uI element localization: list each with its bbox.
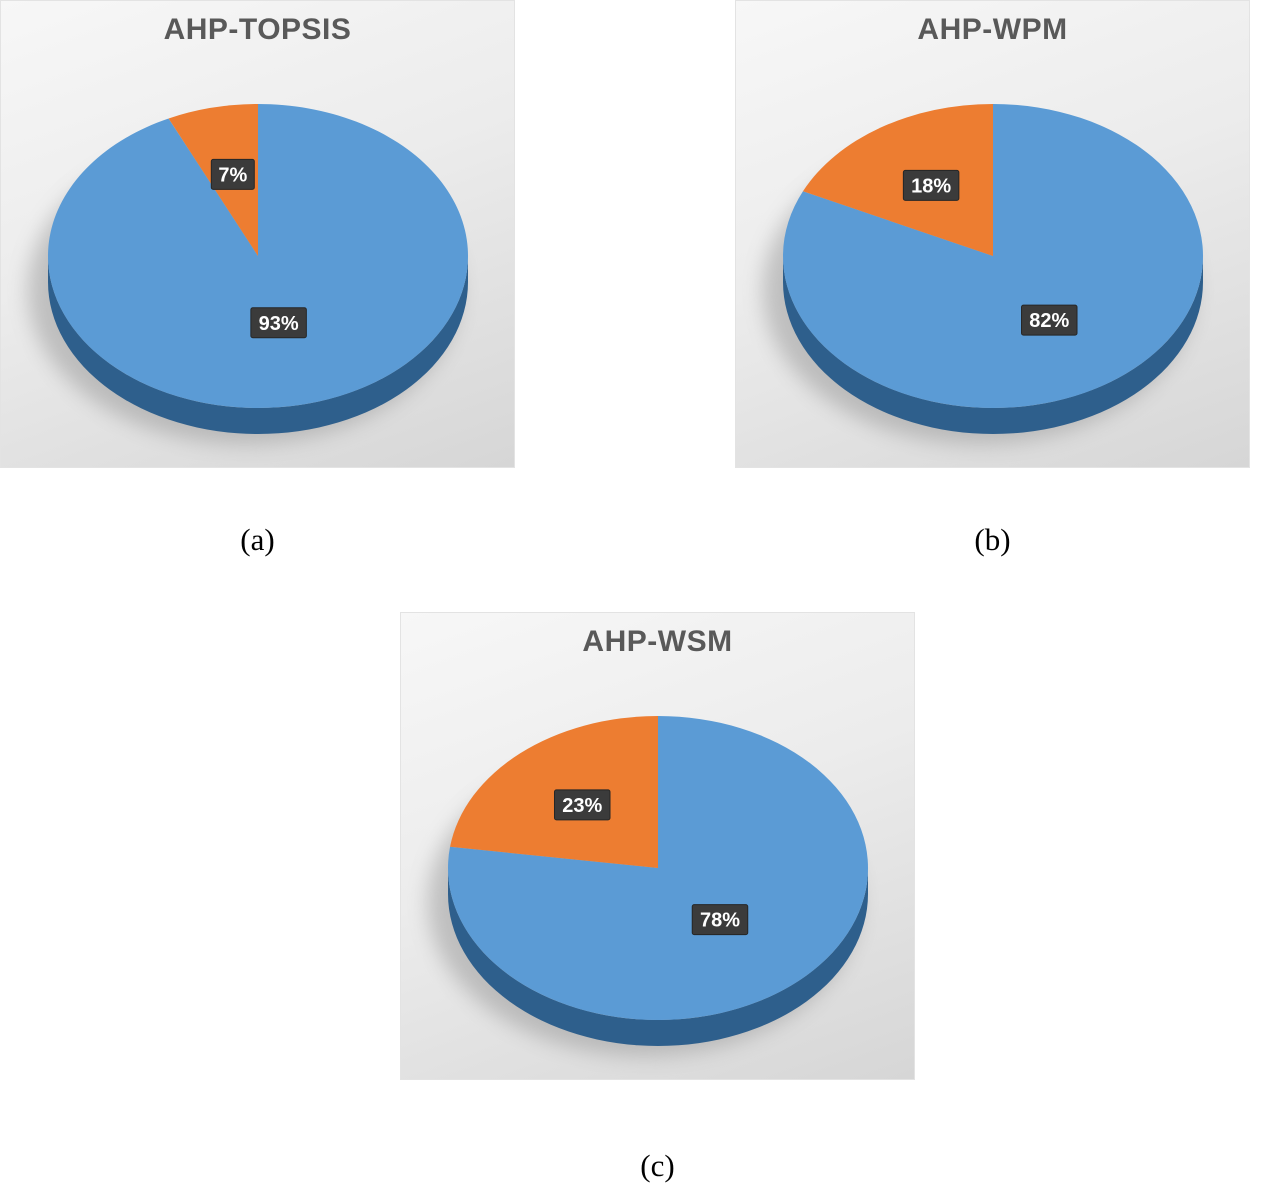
pie-slice-1 (802, 104, 993, 256)
data-label-text: 23% (562, 795, 602, 817)
data-label-text: 82% (1029, 310, 1069, 332)
data-label-text: 7% (218, 164, 247, 186)
data-label-box (902, 169, 960, 201)
pie-depth (48, 256, 468, 434)
pie-depth (448, 868, 868, 1046)
data-label-box (691, 904, 749, 936)
data-label-text: 18% (911, 175, 951, 197)
pie-chart-ahp-wsm: 78% 23% (428, 716, 868, 1056)
chart-title-ahp-wsm: AHP-WSM (582, 625, 733, 658)
pie-chart-ahp-wpm: 82% 18% (763, 104, 1203, 444)
chart-panel-ahp-wsm: AHP-WSM 78% 23% (400, 612, 915, 1080)
chart-panel-ahp-wpm: AHP-WPM 82% 18% (735, 0, 1250, 468)
data-label-box (250, 307, 307, 339)
data-label-box (1021, 304, 1078, 336)
data-label-box (210, 158, 255, 190)
chart-panel-ahp-topsis: AHP-TOPSIS 93% 7% (0, 0, 515, 468)
subfigure-label-a: (a) (240, 522, 275, 557)
data-label-text: 93% (259, 313, 299, 335)
subfigure-label-c: (c) (640, 1148, 675, 1183)
data-label-box (553, 789, 611, 821)
pie-chart-ahp-topsis: 93% 7% (28, 104, 469, 444)
chart-title-ahp-topsis: AHP-TOPSIS (163, 13, 352, 46)
pie-depth (783, 256, 1203, 434)
chart-title-ahp-wpm: AHP-WPM (917, 13, 1068, 46)
subfigure-label-b: (b) (974, 522, 1011, 557)
data-label-text: 78% (700, 910, 740, 932)
